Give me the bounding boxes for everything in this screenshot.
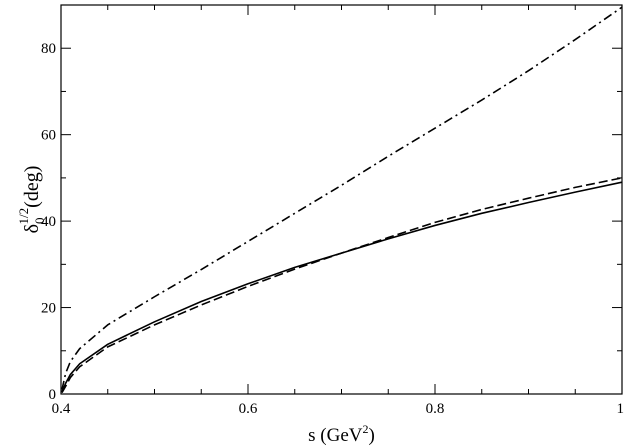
tick-labels: 0.4 0.6 0.8 1 0 20 40 60 80 xyxy=(41,41,624,417)
series-dashed-line xyxy=(61,177,623,394)
x-tick-label: 0.8 xyxy=(426,401,445,417)
x-tick-label: 0.6 xyxy=(239,401,258,417)
y-tick-label: 60 xyxy=(41,128,56,144)
y-axis-symbol: δ xyxy=(21,224,43,233)
y-axis-unit: (deg) xyxy=(21,166,43,208)
y-axis-label: δ01/2(deg) xyxy=(16,166,47,234)
x-tick-label: 0.4 xyxy=(52,401,71,417)
y-tick-label: 80 xyxy=(41,41,56,57)
series-group xyxy=(61,6,623,394)
y-tick-label: 20 xyxy=(41,301,56,317)
x-axis-label-close: ) xyxy=(369,425,375,446)
x-axis-label-superscript: 2 xyxy=(363,422,369,436)
y-axis-subscript: 0 xyxy=(32,217,47,224)
x-tick-label: 1 xyxy=(617,401,625,417)
y-tick-label: 40 xyxy=(41,214,56,230)
x-axis-label-main: s (GeV xyxy=(308,425,363,446)
plot-frame xyxy=(60,4,623,395)
axis-ticks xyxy=(60,4,623,395)
series-dashdot-line xyxy=(61,6,623,390)
series-solid-line xyxy=(61,181,623,393)
x-axis-label: s (GeV2) xyxy=(308,422,375,446)
y-axis-superscript: 1/2 xyxy=(16,208,31,225)
y-tick-label: 0 xyxy=(49,387,57,403)
